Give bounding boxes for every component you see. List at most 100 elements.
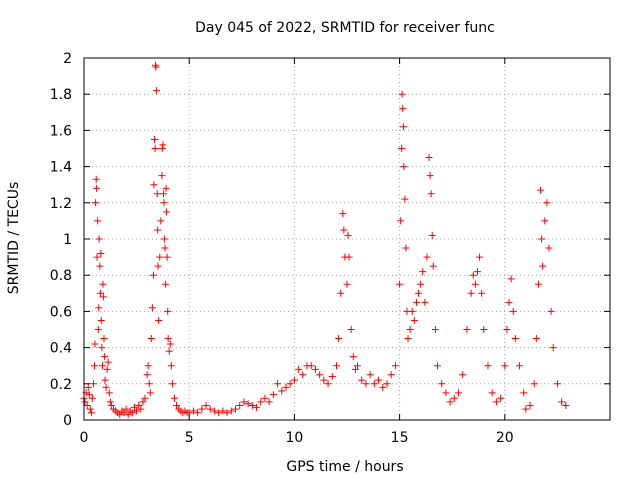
data-point: [538, 235, 546, 243]
data-point: [96, 262, 104, 270]
y-tick-label: 0.8: [50, 268, 72, 284]
data-point: [164, 307, 172, 315]
data-point: [410, 316, 418, 324]
data-point: [162, 280, 170, 288]
data-point: [103, 365, 111, 373]
data-point: [189, 407, 197, 415]
data-point: [345, 253, 353, 261]
data-point: [488, 389, 496, 397]
data-point: [505, 298, 513, 306]
data-point: [324, 380, 332, 388]
data-point: [320, 376, 328, 384]
data-point: [116, 411, 124, 419]
data-point: [343, 280, 351, 288]
data-point: [106, 398, 114, 406]
data-point: [558, 398, 566, 406]
data-point: [81, 398, 89, 406]
data-point: [433, 362, 441, 370]
data-point: [387, 371, 395, 379]
y-tick-label: 1.2: [50, 196, 72, 212]
data-point: [335, 335, 343, 343]
data-point: [122, 405, 130, 413]
data-point: [227, 407, 235, 415]
data-point: [88, 394, 96, 402]
data-point: [408, 307, 416, 315]
y-tick-label: 0.6: [50, 304, 72, 320]
data-point: [391, 362, 399, 370]
data-point: [94, 217, 102, 225]
data-point: [160, 199, 168, 207]
data-point: [295, 365, 303, 373]
data-point: [160, 235, 168, 243]
data-point: [537, 186, 545, 194]
data-point: [339, 210, 347, 218]
data-point: [399, 123, 407, 131]
data-point: [152, 63, 160, 71]
data-point: [511, 335, 519, 343]
data-points: [80, 61, 570, 419]
grid: [84, 58, 610, 420]
data-point: [290, 376, 298, 384]
data-point: [349, 353, 357, 361]
data-point: [265, 398, 273, 406]
data-point: [397, 217, 405, 225]
data-point: [274, 380, 282, 388]
x-tick-label: 5: [185, 430, 194, 446]
data-point: [450, 394, 458, 402]
y-tick-label: 1.6: [50, 123, 72, 139]
data-point: [402, 244, 410, 252]
data-point: [244, 400, 252, 408]
data-point: [400, 163, 408, 171]
data-point: [92, 175, 100, 183]
data-point: [553, 380, 561, 388]
data-point: [130, 403, 138, 411]
data-point: [421, 298, 429, 306]
x-tick-label: 10: [285, 430, 303, 446]
data-point: [149, 271, 157, 279]
data-point: [311, 365, 319, 373]
data-point: [154, 226, 162, 234]
data-point: [139, 398, 147, 406]
data-point: [417, 280, 425, 288]
data-point: [299, 371, 307, 379]
data-point: [484, 362, 492, 370]
data-point: [95, 235, 103, 243]
data-point: [497, 394, 505, 402]
data-point: [478, 289, 486, 297]
data-point: [428, 231, 436, 239]
data-point: [539, 262, 547, 270]
data-point: [370, 380, 378, 388]
data-point: [97, 316, 105, 324]
data-point: [253, 403, 261, 411]
data-point: [93, 184, 101, 192]
data-point: [91, 340, 99, 348]
data-point: [509, 307, 517, 315]
data-point: [141, 394, 149, 402]
data-point: [160, 190, 168, 198]
data-point: [154, 262, 162, 270]
data-point: [87, 409, 95, 417]
data-point: [492, 398, 500, 406]
y-tick-label: 0.2: [50, 377, 72, 393]
data-point: [83, 402, 91, 410]
data-point: [198, 405, 206, 413]
data-point: [120, 409, 128, 417]
data-point: [549, 344, 557, 352]
y-tick-label: 1: [63, 232, 72, 248]
data-point: [161, 244, 169, 252]
data-point: [425, 154, 433, 162]
data-point: [530, 380, 538, 388]
data-point: [166, 340, 174, 348]
data-point: [155, 316, 163, 324]
data-point: [156, 253, 164, 261]
data-point: [442, 389, 450, 397]
data-point: [404, 335, 412, 343]
data-point: [399, 105, 407, 113]
data-point: [147, 335, 155, 343]
data-point: [170, 394, 178, 402]
data-point: [167, 362, 175, 370]
data-point: [202, 402, 210, 410]
data-point: [398, 145, 406, 152]
data-point: [541, 217, 549, 225]
x-tick-label: 20: [496, 430, 514, 446]
